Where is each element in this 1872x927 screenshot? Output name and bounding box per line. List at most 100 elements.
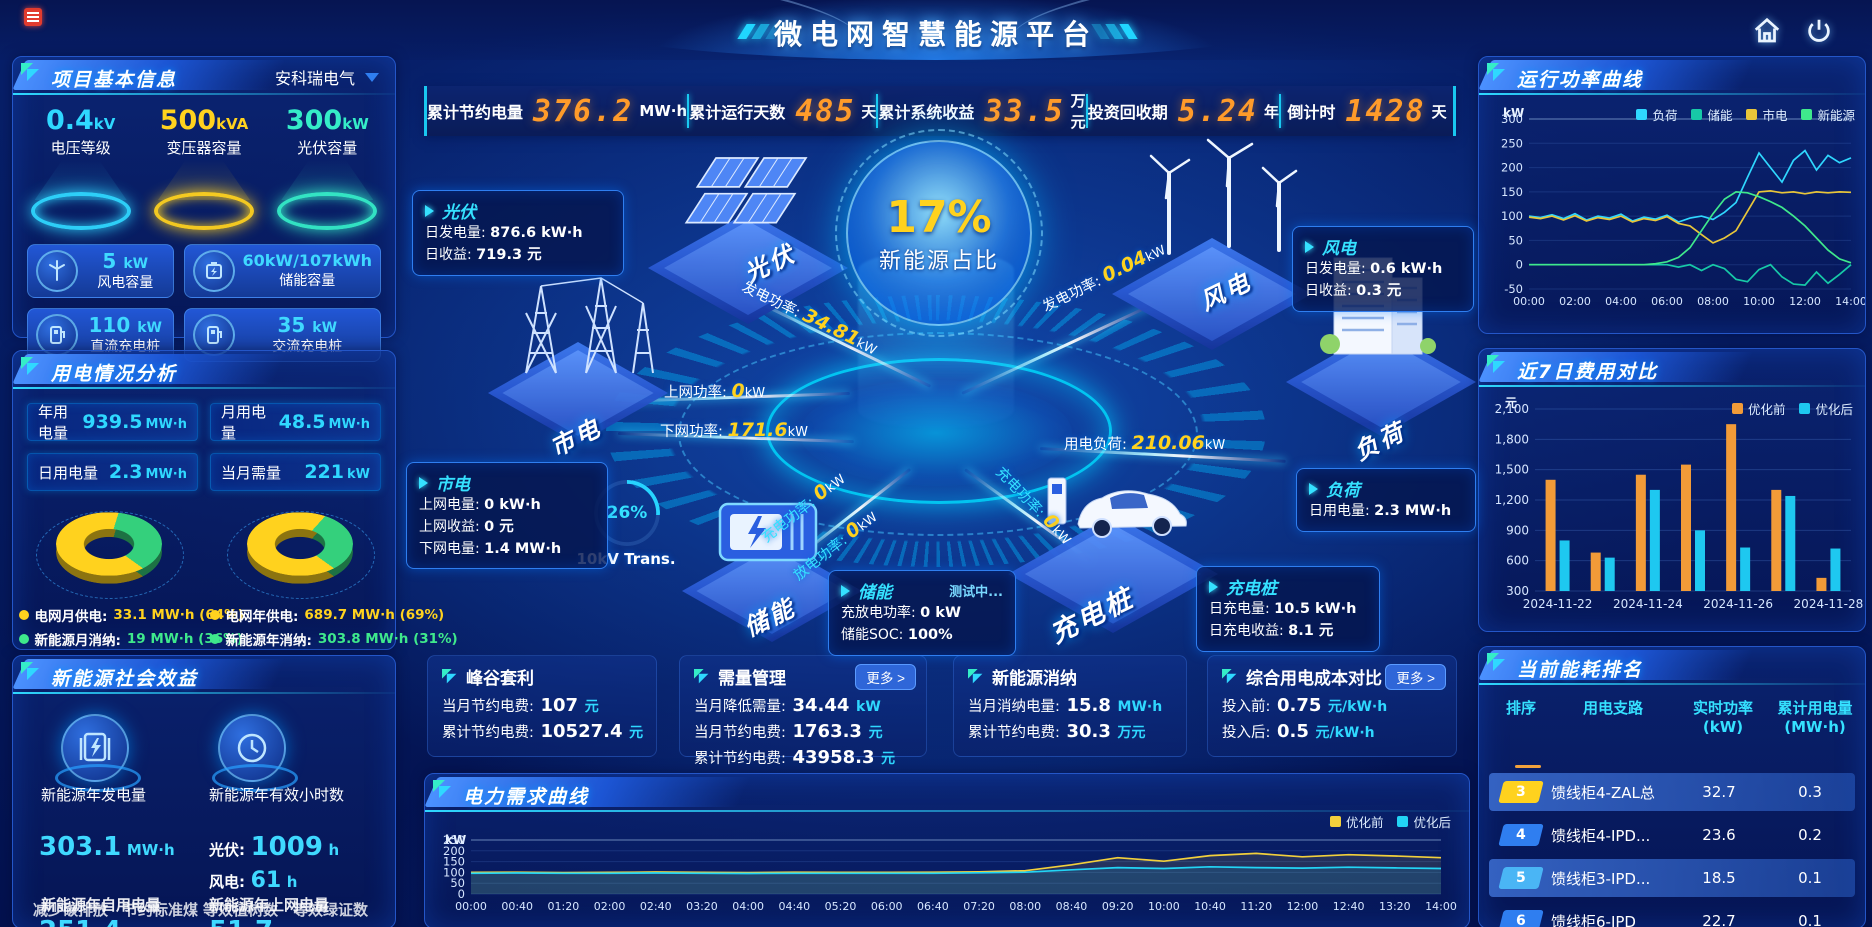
svg-text:1,800: 1,800 bbox=[1495, 432, 1529, 446]
card-row: 投入前: 0.75 元/kW·h bbox=[1222, 695, 1388, 716]
svg-text:04:40: 04:40 bbox=[778, 900, 810, 913]
kpi-item: 累计系统收益 33.5 万元 bbox=[878, 86, 1085, 136]
header-banner bbox=[0, 0, 1872, 90]
transmission-towers-icon bbox=[496, 268, 666, 382]
info-box-row: 日充电量: 10.5 kW·h bbox=[1209, 601, 1357, 617]
svg-text:2,100: 2,100 bbox=[1495, 402, 1529, 416]
legend-value: 689.7 MW·h (69%) bbox=[304, 607, 445, 623]
donut-chart bbox=[225, 505, 375, 601]
panel-header: 电力需求曲线 bbox=[425, 774, 1469, 812]
capacity-card: 5 kW 风电容量 bbox=[27, 244, 174, 298]
summary-card: 新能源消纳 当月消纳电量: 15.8 MW·h 累计节约电费: 30.3 万元 bbox=[953, 655, 1187, 757]
card-row: 当月降低需量: 34.44 kW bbox=[694, 695, 881, 716]
usage-chip: 日用电量 2.3 MW·h bbox=[27, 453, 198, 491]
panel-title: 当前能耗排名 bbox=[1517, 659, 1644, 681]
svg-text:2024-11-28: 2024-11-28 bbox=[1794, 597, 1864, 611]
glow-ring bbox=[30, 192, 131, 230]
kpi-label: 累计运行天数 bbox=[689, 103, 786, 122]
more-button[interactable]: 更多 > bbox=[1385, 664, 1446, 690]
donut-deco-ring bbox=[226, 511, 375, 599]
power-icon[interactable] bbox=[1804, 16, 1840, 50]
card-corner-icon bbox=[1222, 668, 1237, 683]
summary-card: 峰谷套利 当月节约电费: 107 元累计节约电费: 10527.4 元 bbox=[427, 655, 657, 757]
table-header-cell: 排序 bbox=[1505, 699, 1536, 717]
card-corner-icon bbox=[442, 668, 457, 683]
svg-text:300: 300 bbox=[1506, 584, 1529, 598]
kpi-value: 1428 bbox=[1345, 93, 1426, 129]
more-button[interactable]: 更多 > bbox=[855, 664, 916, 690]
capacity-card-text: 60kW/107kWh 储能容量 bbox=[243, 252, 372, 290]
svg-text:50: 50 bbox=[450, 876, 465, 890]
legend-item: 优化后 bbox=[1799, 399, 1853, 418]
branch-name: 馈线柜3-IPD... bbox=[1551, 869, 1651, 888]
panel-corner-icon bbox=[21, 662, 39, 680]
chip-value-wrap: 939.5 MW·h bbox=[82, 411, 187, 433]
info-box-row: 下网电量: 1.4 MW·h bbox=[419, 540, 562, 557]
info-box-grid: 市电 上网电量: 0 kW·h 上网收益: 0 元下网电量: 1.4 MW·h bbox=[406, 462, 608, 570]
self-use-value: 251.4 MW·h bbox=[39, 916, 175, 927]
panel-project-info: 项目基本信息 安科瑞电气 0.4kV 电压等级 500kVA 变压器容量 300kW 光伏… bbox=[12, 56, 396, 362]
svg-text:900: 900 bbox=[1506, 523, 1529, 537]
capacity-card-text: 110 kW 直流充电桩 bbox=[86, 314, 165, 356]
inner-glow-ring bbox=[766, 358, 1112, 504]
legend-name: 优化后 bbox=[1413, 815, 1451, 830]
home-icon[interactable] bbox=[1752, 16, 1788, 50]
svg-text:11:20: 11:20 bbox=[1240, 900, 1272, 913]
svg-text:09:20: 09:20 bbox=[1102, 900, 1134, 913]
svg-text:1,500: 1,500 bbox=[1495, 463, 1529, 477]
card-rows: 当月节约电费: 107 元累计节约电费: 10527.4 元 bbox=[442, 693, 643, 745]
svg-text:06:00: 06:00 bbox=[871, 900, 903, 913]
panel-title: 用电情况分析 bbox=[51, 363, 178, 385]
flow-label-load-use: 用电负荷: 210.06kW bbox=[1064, 432, 1226, 454]
svg-text:04:00: 04:00 bbox=[1605, 295, 1637, 308]
page-title: 微电网智慧能源平台 bbox=[773, 18, 1099, 51]
svg-text:0: 0 bbox=[1516, 258, 1523, 272]
legend-swatch bbox=[1691, 109, 1703, 120]
kpi-value: 5.24 bbox=[1177, 93, 1258, 129]
kpi-unit: 天 bbox=[861, 102, 877, 121]
project-selector[interactable]: 安科瑞电气 bbox=[275, 65, 379, 89]
svg-text:08:40: 08:40 bbox=[1056, 900, 1088, 913]
svg-text:06:00: 06:00 bbox=[1651, 295, 1683, 308]
legend-item: 优化后 bbox=[1397, 812, 1451, 831]
info-box-wind: 风电 日发电量: 0.6 kW·h 日收益: 0.3 元 bbox=[1292, 226, 1474, 312]
wind-turbine-icon bbox=[36, 250, 78, 292]
info-box-title: 充电桩 bbox=[1209, 574, 1367, 599]
realtime-power: 23.6 bbox=[1702, 826, 1736, 844]
table-row[interactable]: 5 馈线柜3-IPD... 18.5 0.1 bbox=[1489, 859, 1855, 897]
svg-text:200: 200 bbox=[443, 844, 465, 858]
kpi-item: 投资回收期 5.24 年 bbox=[1088, 86, 1279, 136]
capacity-label: 风电容量 bbox=[97, 275, 154, 292]
project-selector-value: 安科瑞电气 bbox=[274, 69, 355, 88]
card-row: 当月节约电费: 1763.3 元 bbox=[694, 721, 883, 743]
capacity-value: 60kW/107kWh bbox=[242, 251, 372, 271]
table-row[interactable]: 4 馈线柜4-IPD... 23.6 0.2 bbox=[1489, 816, 1855, 854]
card-row: 投入后: 0.5 元/kW·h bbox=[1222, 721, 1375, 743]
branch-name: 馈线柜4-ZAL总 bbox=[1551, 783, 1655, 802]
kpi-label: 倒计时 bbox=[1287, 103, 1336, 122]
dc-charger-icon bbox=[36, 314, 78, 356]
info-box-row: 日收益: 0.3 元 bbox=[1305, 282, 1402, 299]
chip-label: 当月需量 bbox=[221, 463, 282, 482]
table-row[interactable]: 6 馈线柜6-IPD 22.7 0.1 bbox=[1489, 902, 1855, 927]
rank-badge: 4 bbox=[1498, 824, 1544, 846]
info-box-title-text: 光伏 bbox=[442, 203, 476, 223]
info-box-title-text: 储能 bbox=[858, 583, 892, 603]
panel-header: 运行功率曲线 bbox=[1479, 57, 1865, 95]
hours-clock-icon bbox=[212, 714, 298, 792]
card-rows: 当月降低需量: 34.44 kW 当月节约电费: 1763.3 元累计节约电费: … bbox=[694, 693, 912, 771]
svg-text:-50: -50 bbox=[1504, 282, 1523, 296]
generation-label: 新能源年发电量 bbox=[41, 786, 147, 804]
carbon-value: 176.1 t 91.7 t bbox=[33, 924, 244, 927]
realtime-power: 18.5 bbox=[1702, 869, 1736, 887]
svg-text:150: 150 bbox=[443, 855, 465, 869]
chip-value-wrap: 2.3 MW·h bbox=[108, 461, 187, 483]
svg-text:01:20: 01:20 bbox=[548, 900, 580, 913]
chip-label: 日用电量 bbox=[38, 463, 99, 482]
generation-icon bbox=[55, 714, 141, 792]
legend-swatch bbox=[1329, 816, 1341, 827]
info-box-row: 日收益: 719.3 元 bbox=[425, 246, 542, 263]
battery-container-icon bbox=[706, 486, 836, 582]
panel-corner-icon bbox=[21, 357, 39, 375]
table-row[interactable]: 3 馈线柜4-ZAL总 32.7 0.3 bbox=[1489, 773, 1855, 811]
